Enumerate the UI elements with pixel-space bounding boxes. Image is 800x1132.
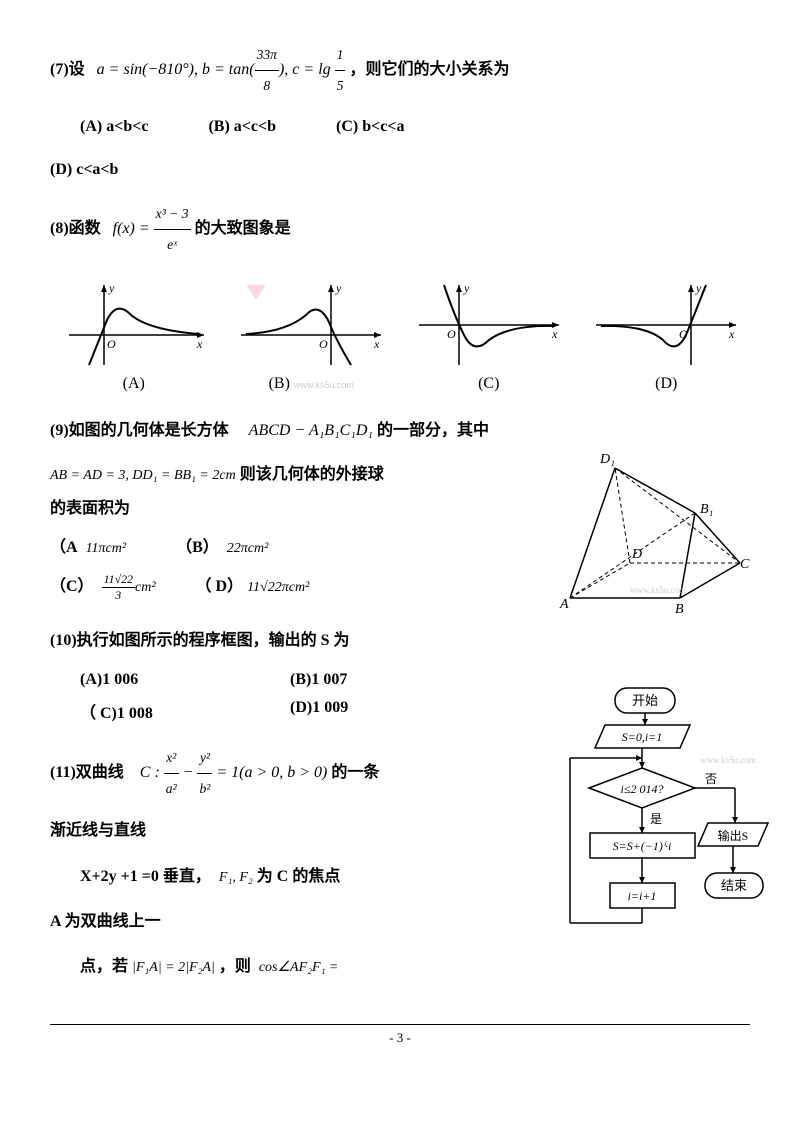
q9-opt-a-val: 11πcm²	[86, 541, 127, 556]
question-8: (8)函数 f(x) = x³ − 3eˣ 的大致图象是	[50, 199, 750, 260]
graph-b-label: (B)	[269, 375, 290, 392]
q10-label: (10)执行如图所示的程序框图，输出的 S 为	[50, 623, 750, 658]
q9-opt-d-val: 11√22πcm²	[247, 580, 309, 595]
q10-option-c: （ C)1 008	[80, 699, 260, 723]
q8-tail: 的大致图象是	[195, 220, 291, 237]
q9-opt-d-label: （ D）	[196, 578, 244, 595]
q7-options-row1: (A) a<b<c (B) a<c<b (C) b<c<a	[80, 109, 750, 144]
q11-label: (11)双曲线	[50, 764, 124, 781]
q8-graphs: y x O (A) y x O (B) www.ks5u.com y	[50, 280, 750, 393]
q9-opt-b-label: （B）	[176, 539, 219, 556]
svg-text:S=S+(−1)ⁱ·i: S=S+(−1)ⁱ·i	[613, 839, 672, 853]
svg-text:否: 否	[705, 772, 717, 786]
svg-text:结束: 结束	[721, 878, 747, 893]
svg-text:开始: 开始	[632, 693, 658, 708]
svg-text:i≤2 014?: i≤2 014?	[621, 782, 664, 796]
graph-a-svg: y x O	[59, 280, 209, 370]
q9-line2-tail: 则该几何体的外接球	[240, 466, 384, 483]
q11-line5b: |F₁A| = 2|F₂A|	[132, 960, 215, 975]
q11-line3b: F₁, F₂	[219, 870, 253, 885]
q11-line5d: cos∠AF₂F₁ =	[259, 960, 339, 975]
graph-a-label: (A)	[59, 375, 209, 393]
q9-opt-b-val: 22πcm²	[227, 541, 269, 556]
q11-line4: A 为双曲线上一	[50, 904, 520, 939]
svg-text:x: x	[196, 337, 203, 351]
q9-opt-c-num: 11√22	[102, 572, 135, 588]
graph-b-svg: y x O	[236, 280, 386, 370]
q9-line2-formula: AB = AD = 3, DD₁ = BB₁ = 2cm	[50, 468, 236, 483]
graph-a: y x O (A)	[59, 280, 209, 393]
svg-text:A: A	[559, 597, 569, 612]
q7-label: (7)设	[50, 61, 85, 78]
question-9: (9)如图的几何体是长方体 ABCD − A₁B₁C₁D₁ 的一部分，其中 AB…	[50, 413, 750, 603]
q10-option-a: (A)1 006	[80, 671, 260, 689]
question-7: (7)设 a = sin(−810°), b = tan(33π8), c = …	[50, 40, 750, 187]
svg-text:D₁: D₁	[599, 452, 615, 467]
q9-tail: 的一部分，其中	[377, 422, 489, 439]
q9-figure: A B C D B₁ D₁ www.ks5u.com	[540, 443, 750, 618]
q7-tail: ，则它们的大小关系为	[349, 61, 509, 78]
q9-opt-c-den: 3	[102, 588, 135, 603]
svg-text:x: x	[373, 337, 380, 351]
q10-option-b: (B)1 007	[290, 671, 470, 689]
q11-line5c: ，则	[219, 958, 251, 975]
q9-opt-c-label: （C）	[50, 578, 94, 595]
svg-text:y: y	[108, 281, 115, 295]
graph-d-svg: y x O	[591, 280, 741, 370]
svg-text:O: O	[319, 337, 328, 351]
q7-option-b: (B) a<c<b	[208, 109, 276, 144]
q8-formula: f(x) = x³ − 3eˣ	[113, 220, 195, 237]
q9-body: ABCD − A₁B₁C₁D₁	[249, 422, 373, 439]
q11-line5a: 点，若	[80, 958, 128, 975]
q9-opt-a-label: （A	[50, 539, 78, 556]
q7-option-d: (D) c<a<b	[50, 161, 118, 178]
svg-text:输出S: 输出S	[718, 828, 749, 843]
graph-c: y x O (C)	[414, 280, 564, 393]
q7-option-c: (C) b<c<a	[336, 109, 404, 144]
q7-option-a: (A) a<b<c	[80, 109, 148, 144]
svg-text:B: B	[675, 602, 684, 613]
graph-d: y x O (D)	[591, 280, 741, 393]
q9-label: (9)如图的几何体是长方体	[50, 422, 229, 439]
svg-text:y: y	[463, 281, 470, 295]
watermark-b: www.ks5u.com	[294, 380, 354, 390]
svg-text:y: y	[695, 281, 702, 295]
q11-formula: C : x²a² − y²b² = 1(a > 0, b > 0)	[140, 764, 332, 781]
svg-text:www.ks5u.com: www.ks5u.com	[630, 585, 686, 595]
graph-b: y x O (B) www.ks5u.com	[236, 280, 386, 393]
q11-line3a: X+2y +1 =0 垂直，	[80, 868, 211, 885]
svg-text:y: y	[335, 281, 342, 295]
q11-line2: 渐近线与直线	[50, 813, 520, 848]
q7-formula: a = sin(−810°), b = tan(33π8), c = lg 15	[97, 61, 350, 78]
svg-text:D: D	[631, 547, 642, 562]
svg-text:S=0,i=1: S=0,i=1	[622, 730, 663, 744]
q8-label: (8)函数	[50, 220, 101, 237]
q11-tail: 的一条	[331, 764, 379, 781]
svg-text:i=i+1: i=i+1	[628, 889, 657, 903]
svg-text:是: 是	[650, 812, 662, 826]
q9-opt-c-unit: cm²	[135, 580, 156, 595]
question-11: (11)双曲线 C : x²a² − y²b² = 1(a > 0, b > 0…	[50, 743, 520, 985]
graph-c-svg: y x O	[414, 280, 564, 370]
page-footer: - 3 -	[50, 1024, 750, 1046]
graph-d-label: (D)	[591, 375, 741, 393]
svg-text:O: O	[447, 327, 456, 341]
q11-line3c: 为 C 的焦点	[257, 868, 341, 885]
svg-text:O: O	[107, 337, 116, 351]
svg-text:x: x	[551, 327, 558, 341]
flowchart: 开始 S=0,i=1 i≤2 014? 是 否 输出S 结束	[560, 683, 770, 968]
svg-text:x: x	[728, 327, 735, 341]
question-10: (10)执行如图所示的程序框图，输出的 S 为 (A)1 006 (B)1 00…	[50, 623, 750, 722]
svg-text:www.ks5u.com: www.ks5u.com	[700, 755, 756, 765]
q10-option-d: (D)1 009	[290, 699, 470, 723]
graph-c-label: (C)	[414, 375, 564, 393]
svg-text:C: C	[740, 557, 750, 572]
svg-text:B₁: B₁	[700, 502, 713, 517]
